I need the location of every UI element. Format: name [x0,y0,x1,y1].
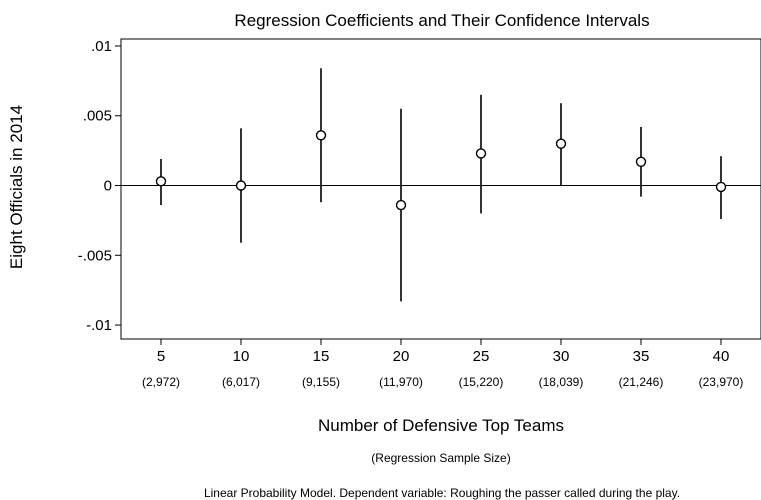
y-axis-label: Eight Officials in 2014 [7,105,26,269]
x-tick-label: 15 [313,348,330,365]
point-estimate [715,181,727,193]
y-axis: .01 .005 0 -.005 -.01 [78,38,121,334]
point-estimate [395,199,407,211]
x-sample-size-label: (21,246) [619,375,664,389]
x-tick-label: 10 [233,348,250,365]
x-tick-label: 25 [473,348,490,365]
point-estimate [555,138,567,149]
chart-title: Regression Coefficients and Their Confid… [234,11,649,30]
x-sample-size-label: (6,017) [222,375,260,389]
y-tick-label: .005 [83,108,112,125]
chart-note: Linear Probability Model. Dependent vari… [204,486,680,500]
x-tick-label: 35 [633,348,650,365]
x-sample-size-label: (2,972) [142,375,180,389]
point-estimate [635,156,647,167]
point-estimate [475,148,487,159]
x-sample-size-label: (9,155) [302,375,340,389]
point-estimate [155,176,167,187]
y-tick-label: -.01 [86,317,112,334]
x-axis-sublabel: (Regression Sample Size) [371,451,510,465]
x-tick-label: 5 [157,348,165,365]
coefficient-marks [155,68,727,302]
y-tick-label: 0 [104,178,112,195]
x-axis-label: Number of Defensive Top Teams [318,416,564,435]
y-tick-label: -.005 [78,247,112,264]
x-sample-size-label: (15,220) [459,375,504,389]
x-axis: 5 (2,972) 10 (6,017) 15 (9,155) 20 (11,970) 25 (1… [142,339,743,389]
point-estimate [235,180,247,191]
y-tick-label: .01 [91,38,112,55]
x-sample-size-label: (23,970) [699,375,744,389]
x-sample-size-label: (11,970) [379,375,423,389]
plot-area [120,38,761,340]
point-estimate [315,130,327,141]
x-sample-size-label: (18,039) [539,375,584,389]
x-tick-label: 20 [393,348,410,365]
x-tick-label: 40 [713,348,730,365]
x-tick-label: 30 [553,348,570,365]
